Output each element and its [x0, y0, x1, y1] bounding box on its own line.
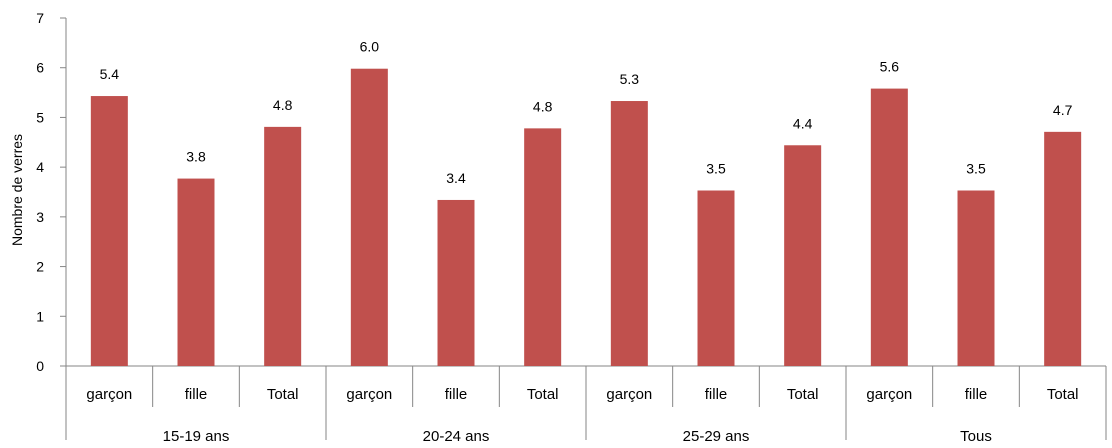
axes [60, 17, 1107, 440]
y-tick-label: 1 [36, 308, 44, 324]
data-label: 4.4 [793, 115, 813, 131]
category-label: fille [445, 386, 468, 403]
category-label: garçon [606, 386, 652, 403]
bar [1044, 131, 1082, 366]
y-axis-label: Nombre de verres [9, 134, 25, 246]
y-tick-label: 2 [36, 259, 44, 275]
bar [610, 101, 648, 366]
y-tick-labels: 0 1 2 3 4 5 6 7 [36, 10, 44, 374]
data-label: 3.5 [966, 161, 986, 177]
y-tick-label: 4 [36, 159, 44, 175]
y-tick-label: 5 [36, 109, 44, 125]
bar [784, 145, 822, 366]
y-tick-label: 3 [36, 209, 44, 225]
data-label: 3.4 [446, 170, 466, 186]
category-label: garçon [86, 386, 132, 403]
group-label: Tous [960, 428, 992, 443]
bar [957, 190, 995, 366]
y-tick-label: 6 [36, 60, 44, 76]
data-label: 6.0 [360, 39, 380, 55]
category-label: garçon [346, 386, 392, 403]
data-label: 5.6 [880, 59, 900, 75]
data-label: 3.5 [706, 161, 726, 177]
category-label: Total [267, 386, 299, 403]
group-label: 20-24 ans [423, 428, 490, 443]
y-tick-label: 7 [36, 10, 44, 26]
category-label: fille [185, 386, 208, 403]
bar [264, 126, 302, 366]
bar [177, 178, 215, 366]
data-label: 4.7 [1053, 102, 1073, 118]
bar [697, 190, 735, 366]
data-label: 3.8 [186, 149, 206, 165]
data-labels: 5.4 3.8 4.8 6.0 3.4 4.8 5.3 3.5 4.4 5.6 3.5 4.7 [100, 39, 1073, 186]
category-label: fille [705, 386, 728, 403]
bar [524, 128, 562, 366]
category-labels: garçon fille Total garçon fille Total garçon fi… [86, 386, 1079, 445]
bars [90, 68, 1082, 367]
data-label: 4.8 [273, 97, 293, 113]
data-label: 4.8 [533, 98, 553, 114]
bar [350, 68, 388, 367]
data-label: 5.4 [100, 66, 120, 82]
group-label: 15-19 ans [163, 428, 230, 443]
bar [437, 199, 475, 366]
category-label: Total [1047, 386, 1079, 403]
bar [90, 96, 128, 367]
y-tick-label: 0 [36, 358, 44, 374]
bar [870, 88, 908, 366]
category-label: Total [527, 386, 559, 403]
category-label: fille [965, 386, 988, 403]
category-label: garçon [866, 386, 912, 403]
group-label: 25-29 ans [683, 428, 750, 443]
data-label: 5.3 [620, 71, 640, 87]
category-label: Total [787, 386, 819, 403]
